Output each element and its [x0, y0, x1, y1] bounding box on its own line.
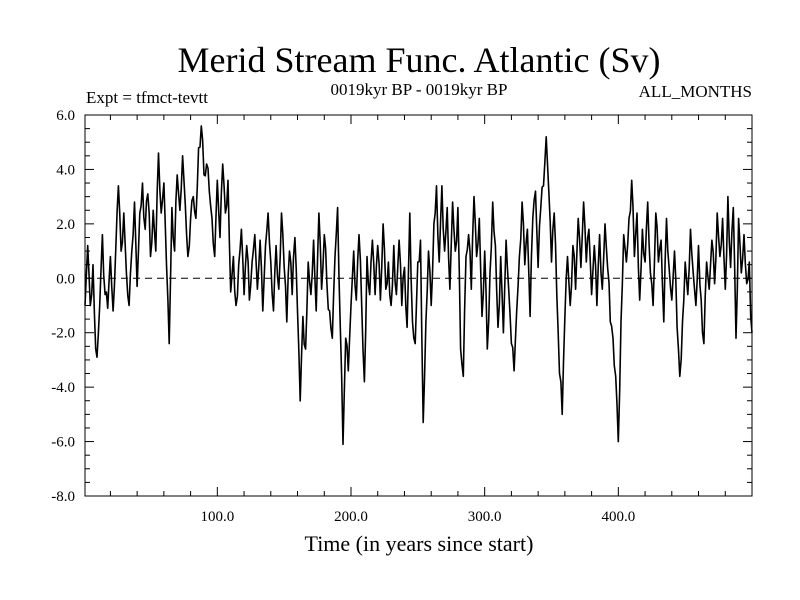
y-tick-label: 4.0 — [56, 162, 75, 178]
tick-labels: 100.0 200.0 300.0 400.0 -8.0 -6.0 -4.0 -2.0 0.0 2… — [51, 108, 635, 525]
y-tick-label: 0.0 — [56, 271, 75, 287]
x-tick-label: 400.0 — [601, 509, 635, 525]
y-tick-label: -8.0 — [51, 489, 75, 505]
y-tick-label: 2.0 — [56, 217, 75, 233]
axis-ticks — [85, 114, 752, 497]
experiment-label: Expt = tfmct-tevtt — [86, 88, 208, 107]
y-tick-label: -4.0 — [51, 380, 75, 396]
x-axis-label: Time (in years since start) — [305, 531, 534, 556]
y-tick-label: 6.0 — [56, 108, 75, 124]
x-tick-label: 200.0 — [334, 509, 368, 525]
chart-title: Merid Stream Func. Atlantic (Sv) — [178, 40, 661, 80]
y-tick-label: -2.0 — [51, 326, 75, 342]
x-tick-label: 300.0 — [468, 509, 502, 525]
period-label: 0019kyr BP - 0019kyr BP — [331, 80, 508, 99]
x-tick-label: 100.0 — [200, 509, 234, 525]
y-tick-label: -6.0 — [51, 435, 75, 451]
months-label: ALL_MONTHS — [639, 82, 752, 101]
plot-frame — [84, 114, 753, 497]
series-line — [84, 125, 753, 446]
